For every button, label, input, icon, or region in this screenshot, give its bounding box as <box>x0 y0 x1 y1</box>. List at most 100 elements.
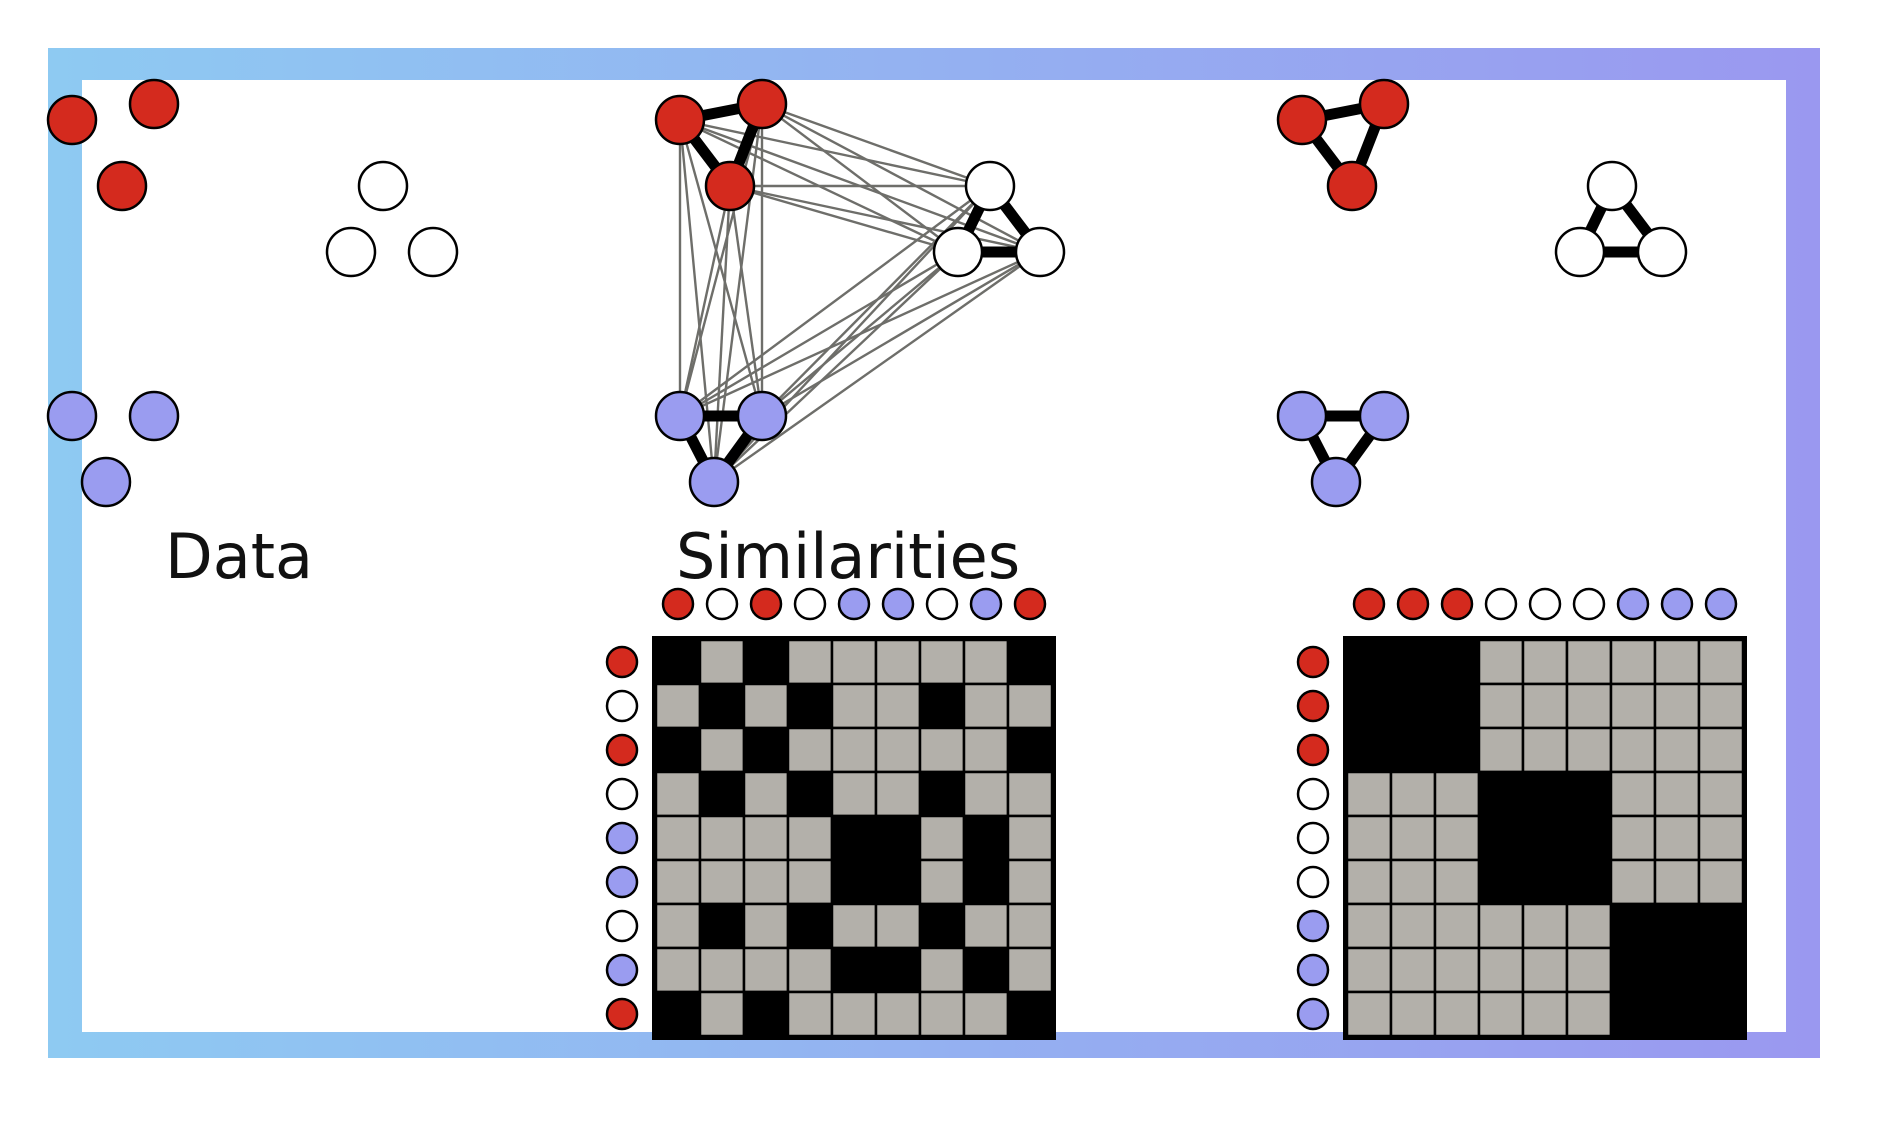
ordered-matrix-cell <box>1521 638 1569 686</box>
unordered-matrix-cell <box>698 990 746 1038</box>
ordered-matrix-cell <box>1345 990 1393 1038</box>
unordered-matrix-cell <box>742 814 790 862</box>
white-point <box>1014 226 1066 278</box>
unordered-matrix-cell <box>874 726 922 774</box>
unordered-matrix-cell <box>874 814 922 862</box>
ordered-matrix-cell <box>1477 770 1525 818</box>
unordered-matrix-cell <box>786 770 834 818</box>
similarity-matrices <box>652 636 1747 1040</box>
ordered-matrix-cell <box>1433 902 1481 950</box>
weak-link <box>729 184 959 254</box>
ordered-matrix-cell <box>1477 902 1525 950</box>
unordered-matrix-cell <box>654 726 702 774</box>
weak-link <box>761 102 1041 254</box>
ordered-matrix-cell <box>1345 770 1393 818</box>
blue-point <box>1310 456 1362 508</box>
ordered-matrix-cell <box>1609 902 1657 950</box>
unordered-matrix-cell <box>962 858 1010 906</box>
unordered-row-marker <box>605 733 639 767</box>
white-point <box>964 160 1016 212</box>
ordered-matrix-cell <box>1653 990 1701 1038</box>
ordered-matrix-cell <box>1697 814 1745 862</box>
matrix-order-markers <box>605 587 1738 1031</box>
unordered-matrix-cell <box>698 902 746 950</box>
ordered-matrix-cell <box>1433 946 1481 994</box>
ordered-matrix-cell <box>1521 726 1569 774</box>
unordered-matrix-cell <box>742 946 790 994</box>
ordered-matrix-cell <box>1477 858 1525 906</box>
ordered-matrix-cell <box>1653 770 1701 818</box>
unordered-matrix-cell <box>698 682 746 730</box>
weak-link <box>713 251 1041 483</box>
unordered-matrix-cell <box>654 770 702 818</box>
ordered-matrix-cell <box>1609 726 1657 774</box>
data-caption: Data <box>165 520 313 593</box>
ordered-matrix-cell <box>1433 858 1481 906</box>
ordered-matrix-cell <box>1345 946 1393 994</box>
unordered-matrix-cell <box>698 638 746 686</box>
unordered-column-marker <box>837 587 871 621</box>
ordered-column-marker <box>1616 587 1650 621</box>
blue-point <box>688 456 740 508</box>
ordered-matrix-cell <box>1697 638 1745 686</box>
unordered-row-marker <box>605 865 639 899</box>
unordered-matrix-cell <box>918 726 966 774</box>
unordered-matrix-cell <box>742 858 790 906</box>
ordered-matrix-cell <box>1565 638 1613 686</box>
unordered-matrix-cell <box>786 682 834 730</box>
red-point <box>96 160 148 212</box>
ordered-matrix-cell <box>1653 858 1701 906</box>
unordered-matrix-cell <box>786 814 834 862</box>
ordered-matrix-cell <box>1433 814 1481 862</box>
unordered-matrix-cell <box>830 770 878 818</box>
blue-point <box>654 390 706 442</box>
unordered-matrix-cell <box>1006 990 1054 1038</box>
ordered-matrix-cell <box>1389 814 1437 862</box>
ordered-matrix-cell <box>1565 726 1613 774</box>
unordered-matrix-cell <box>874 946 922 994</box>
unordered-row-marker <box>605 777 639 811</box>
unordered-matrix-cell <box>786 990 834 1038</box>
ordered-matrix-cell <box>1433 990 1481 1038</box>
weak-link <box>678 119 716 483</box>
unordered-matrix-cell <box>830 814 878 862</box>
unordered-matrix-cell <box>874 902 922 950</box>
similarities-caption: Similarities <box>676 520 1020 593</box>
blue-point <box>1358 390 1410 442</box>
ordered-matrix-cell <box>1565 902 1613 950</box>
ordered-matrix-cell <box>1521 682 1569 730</box>
white-point <box>407 226 459 278</box>
weak-link <box>678 103 764 417</box>
red-point <box>1358 78 1410 130</box>
ordered-matrix-cell <box>1477 638 1525 686</box>
unordered-matrix-cell <box>918 858 966 906</box>
red-point <box>1276 94 1328 146</box>
unordered-column-marker <box>925 587 959 621</box>
unordered-matrix-cell <box>742 902 790 950</box>
ordered-matrix-cell <box>1389 946 1437 994</box>
unordered-matrix-cell <box>830 990 878 1038</box>
unordered-column-marker <box>1013 587 1047 621</box>
unordered-matrix-cell <box>1006 682 1054 730</box>
blue-point <box>80 456 132 508</box>
weak-link <box>761 102 991 188</box>
red-point <box>1326 160 1378 212</box>
unordered-matrix-cell <box>962 770 1010 818</box>
ordered-matrix-cell <box>1345 814 1393 862</box>
ordered-column-marker <box>1528 587 1562 621</box>
ordered-matrix-cell <box>1389 726 1437 774</box>
unordered-matrix-cell <box>918 990 966 1038</box>
ordered-matrix-cell <box>1653 946 1701 994</box>
unordered-matrix-cell <box>962 726 1010 774</box>
ordered-matrix-cell <box>1389 858 1437 906</box>
ordered-row-marker <box>1296 865 1330 899</box>
ordered-matrix-cell <box>1521 770 1569 818</box>
ordered-matrix-cell <box>1433 770 1481 818</box>
ordered-row-marker <box>1296 733 1330 767</box>
unordered-column-marker <box>793 587 827 621</box>
unordered-matrix-cell <box>962 990 1010 1038</box>
unordered-matrix-cell <box>698 726 746 774</box>
ordered-matrix-cell <box>1433 638 1481 686</box>
unordered-matrix-cell <box>698 946 746 994</box>
ordered-row-marker <box>1296 997 1330 1031</box>
